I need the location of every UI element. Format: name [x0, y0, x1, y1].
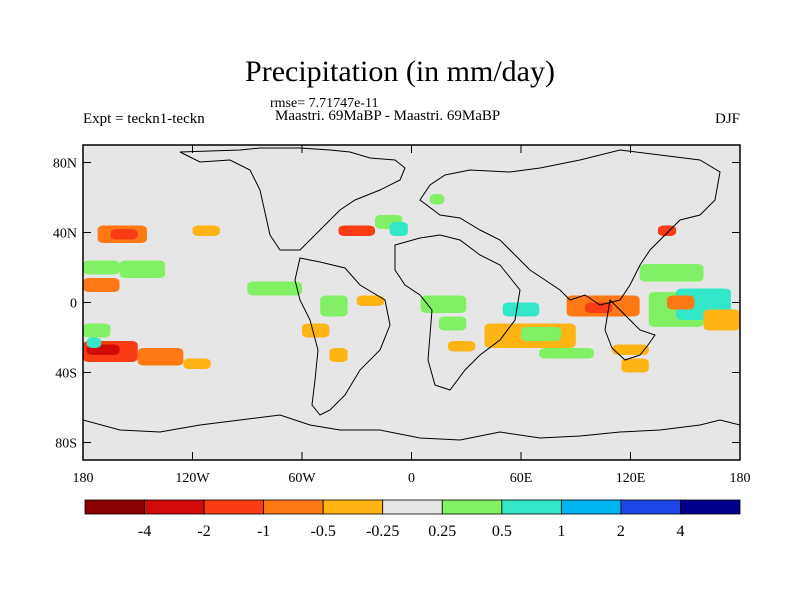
coastline-india: [604, 298, 656, 361]
colorbar-swatch-5: [382, 499, 443, 515]
coastline-antarctica: [83, 414, 740, 441]
coastline-north-america: [179, 147, 406, 251]
y-tick-label-0: 80N: [53, 157, 77, 172]
anomaly-region-19: [329, 348, 348, 362]
colorbar-swatch-1: [144, 499, 205, 515]
chart-title: Precipitation (in mm/day): [245, 55, 555, 88]
anomaly-region-9: [119, 260, 166, 278]
anomaly-region-6: [83, 278, 120, 292]
anomaly-region-7: [192, 225, 220, 236]
colorbar-swatch-8: [560, 499, 622, 515]
anomaly-region-24: [521, 327, 562, 341]
colorbar-label-5: 0.25: [428, 523, 456, 540]
coastline-eurasia: [419, 149, 721, 306]
anomaly-region-21: [438, 316, 467, 331]
y-tick-label-3: 40S: [55, 367, 77, 382]
anomaly-region-31: [667, 295, 695, 310]
map-background: [83, 145, 740, 460]
anomaly-region-16: [389, 222, 408, 236]
anomaly-region-33: [621, 358, 649, 373]
y-tick-label-1: 40N: [53, 227, 77, 242]
coastlines: [83, 147, 740, 441]
coastline-south-america: [294, 257, 391, 416]
colorbar-label-8: 2: [617, 523, 625, 540]
anomaly-region-17: [356, 295, 385, 306]
anomaly-region-11: [86, 337, 102, 348]
anomaly-region-35: [539, 348, 594, 359]
colorbar-swatch-0: [84, 499, 145, 515]
anomaly-region-3: [183, 358, 211, 369]
colorbar-label-7: 1: [557, 523, 565, 540]
rmse-label: rmse= 7.71747e-11: [270, 96, 379, 111]
anomaly-region-30: [639, 264, 704, 282]
x-tick-label-4: 60E: [510, 471, 533, 486]
colorbar-swatch-7: [501, 499, 562, 515]
colorbar-label-4: -0.25: [366, 523, 399, 540]
colorbar-label-9: 4: [676, 523, 684, 540]
colorbar-label-3: -0.5: [311, 523, 336, 540]
anomaly-region-18: [302, 323, 330, 338]
experiment-label: Expt = teckn1-teckn: [83, 111, 205, 127]
x-tick-label-2: 60W: [288, 471, 316, 486]
axis-ticks: 180 120W 60W 0 60E 120E 180 80N 40N 0 40S 80S: [53, 145, 751, 486]
colorbar-label-6: 0.5: [492, 523, 512, 540]
colorbar-label-2: -1: [257, 523, 270, 540]
anomaly-region-5: [110, 229, 138, 240]
anomaly-region-2: [137, 348, 184, 366]
colorbar-swatch-3: [263, 499, 324, 515]
anomaly-region-8: [83, 260, 120, 275]
y-tick-label-2: 0: [70, 297, 77, 312]
colorbar-swatch-6: [441, 499, 503, 515]
x-tick-label-6: 180: [730, 471, 751, 486]
anomaly-region-10: [83, 323, 111, 338]
y-tick-label-4: 80S: [55, 437, 77, 452]
colorbar-swatch-9: [620, 499, 681, 515]
x-tick-label-5: 120E: [616, 471, 646, 486]
colorbar-label-1: -2: [197, 523, 210, 540]
season-label: DJF: [714, 111, 740, 127]
colorbar-label-0: -4: [138, 523, 151, 540]
anomaly-region-20: [420, 295, 467, 313]
x-tick-label-3: 0: [408, 471, 415, 486]
anomaly-region-25: [502, 302, 540, 317]
anomaly-region-37: [429, 194, 445, 205]
anomaly-region-22: [448, 341, 476, 352]
anomaly-region-36: [612, 344, 649, 355]
colorbar-swatch-4: [322, 499, 384, 515]
x-tick-label-0: 180: [73, 471, 94, 486]
colorbar: -4 -2 -1 -0.5 -0.25 0.25 0.5 1 2 4: [84, 499, 741, 540]
x-tick-label-1: 120W: [175, 471, 210, 486]
colorbar-swatch-2: [203, 499, 265, 515]
anomaly-region-14: [338, 225, 375, 236]
anomaly-region-32: [703, 309, 740, 331]
anomaly-region-13: [320, 295, 348, 317]
colorbar-swatch-10: [680, 499, 741, 515]
anomaly-region-12: [247, 281, 302, 296]
coastline-africa: [394, 234, 521, 391]
anomaly-region-27: [584, 302, 613, 313]
comparison-label: Maastri. 69MaBP - Maastri. 69MaBP: [275, 108, 501, 124]
